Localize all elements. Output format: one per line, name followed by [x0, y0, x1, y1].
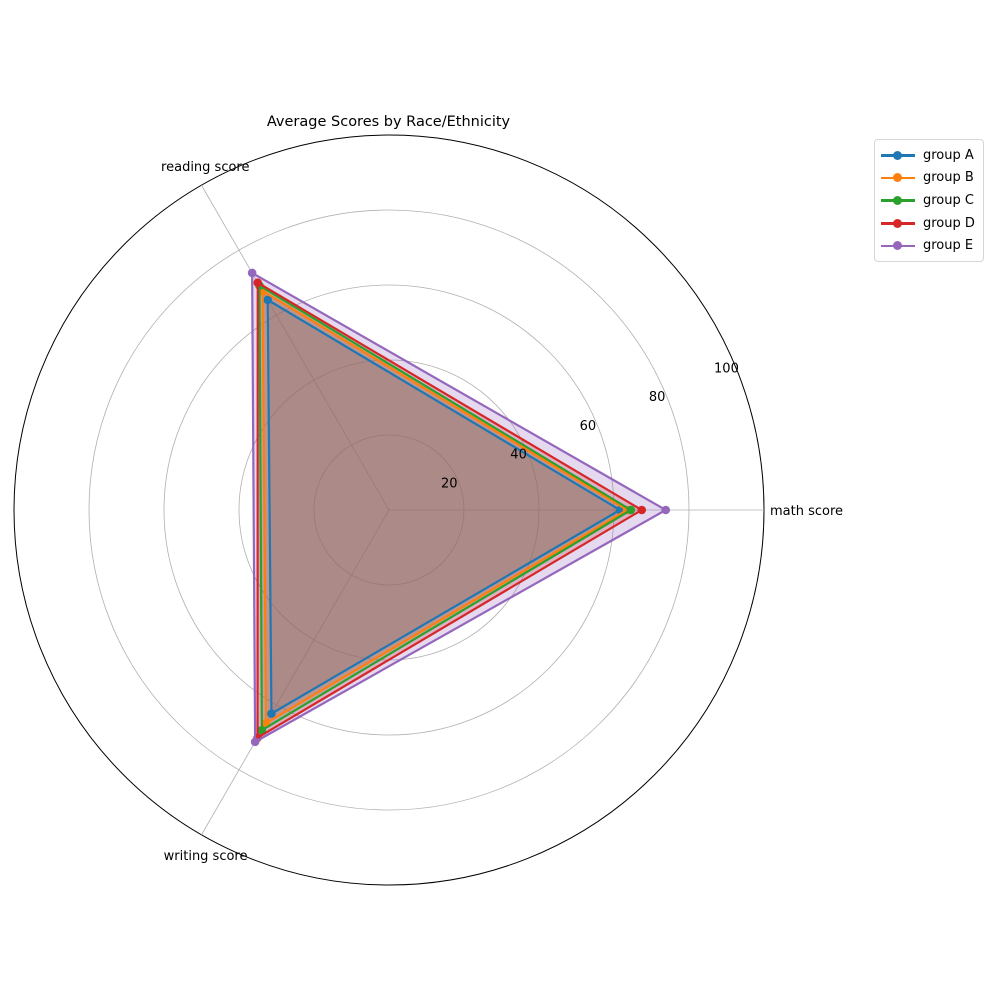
series-line-4 — [251, 271, 667, 743]
legend-swatch — [881, 149, 915, 161]
r-tick-label: 40 — [510, 448, 527, 463]
series-0-point-1 — [263, 295, 272, 305]
series-fill-0 — [267, 299, 620, 714]
legend-label: group A — [923, 147, 974, 163]
series-fill-2 — [259, 285, 631, 731]
spoke-2 — [201, 509, 390, 835]
series-line-1 — [261, 290, 629, 725]
series-fills — [252, 272, 666, 742]
legend-item: group C — [881, 189, 977, 212]
legend-swatch — [881, 240, 915, 252]
axis-label-1: reading score — [161, 160, 249, 175]
series-line-3 — [256, 281, 643, 739]
series-line-2 — [258, 284, 632, 732]
series-3-point-0 — [637, 505, 647, 515]
series-2-point-2 — [257, 725, 267, 735]
axis-label-2: writing score — [164, 849, 248, 864]
series-4-point-2 — [250, 737, 260, 747]
series-2-point-0 — [626, 505, 636, 515]
series-lines — [247, 268, 671, 747]
axis-labels: 20 40 60 80 100 math score reading score writin… — [161, 160, 843, 864]
series-0-point-2 — [267, 709, 276, 718]
series-4-point-1 — [247, 268, 257, 278]
chart-title: Average Scores by Race/Ethnicity — [266, 114, 511, 130]
series-4-point-0 — [661, 505, 671, 515]
legend-item: group B — [881, 167, 977, 190]
legend-label: group C — [923, 192, 974, 208]
series-fill-4 — [252, 272, 666, 742]
r-tick-label: 80 — [649, 390, 666, 405]
legend-label: group B — [923, 170, 974, 186]
legend-label: group E — [923, 238, 974, 254]
legend-item: group A — [881, 144, 977, 167]
legend-swatch — [881, 217, 915, 229]
legend-label: group D — [923, 215, 975, 231]
r-tick-label: 100 — [714, 361, 739, 376]
legend-swatch — [881, 172, 915, 184]
axis-label-0: math score — [770, 504, 843, 519]
series-3-point-1 — [253, 278, 263, 287]
legend-item: group D — [881, 212, 977, 235]
legend-item: group E — [881, 234, 977, 257]
series-fill-1 — [262, 291, 628, 724]
legend-swatch — [881, 194, 915, 206]
series-line-0 — [266, 298, 622, 715]
r-tick-label: 20 — [441, 476, 458, 491]
spoke-1 — [201, 185, 390, 511]
legend: group A group B group C group D group E — [874, 139, 984, 262]
series-fill-3 — [257, 282, 642, 738]
r-tick-label: 60 — [580, 419, 597, 434]
